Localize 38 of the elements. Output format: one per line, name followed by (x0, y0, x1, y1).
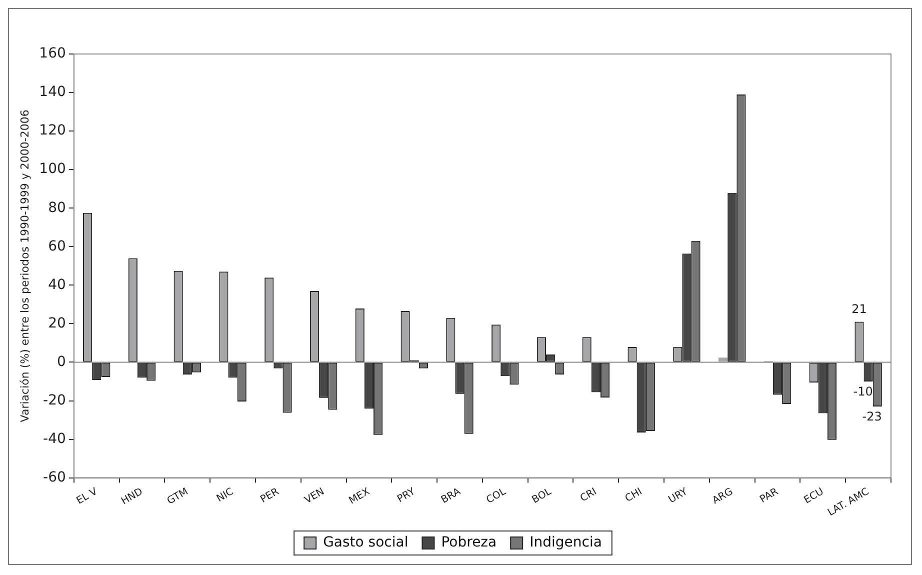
y-tick-label: 140 (39, 84, 66, 100)
x-tick-label: PAR (758, 486, 780, 506)
x-tick-label: URY (666, 486, 690, 506)
y-tick-label: 100 (39, 161, 66, 178)
bar (718, 358, 728, 362)
y-axis-title: Variación (%) entre los periodos 1990-1999 y 2000-2006 (18, 110, 32, 422)
x-tick-label: HND (120, 486, 146, 508)
legend-label: Gasto social (323, 534, 408, 551)
x-tick-label: ECU (802, 486, 826, 506)
y-tick-label: 120 (39, 122, 66, 139)
y-tick-label: 20 (48, 315, 66, 332)
x-tick-label: EL V (74, 486, 100, 507)
y-tick-label: 40 (48, 276, 66, 293)
y-tick-label: 80 (48, 200, 66, 216)
y-tick-label: -40 (43, 430, 66, 447)
x-tick-label: CHI (624, 486, 644, 505)
y-tick-label: -60 (43, 469, 66, 486)
legend-label: Indigencia (530, 534, 602, 551)
y-tick-label: -20 (43, 392, 66, 408)
x-tick-label: PER (258, 486, 282, 506)
y-tick-label: 60 (48, 238, 66, 254)
x-tick-label: ARG (710, 486, 735, 507)
y-tick-label: 160 (39, 46, 66, 62)
x-tick-label: NIC (215, 486, 236, 505)
x-tick-label: BOL (530, 486, 554, 506)
x-tick-label: CRI (578, 486, 599, 504)
data-label: -23 (862, 410, 882, 424)
x-tick-label: GTM (166, 486, 190, 507)
legend-label: Pobreza (441, 534, 497, 551)
y-tick-label: 0 (57, 354, 66, 370)
x-tick-label: LAT. AMC (826, 486, 872, 519)
data-label: -10 (853, 384, 873, 399)
data-label: 21 (852, 302, 867, 316)
x-tick-label: PRY (396, 486, 418, 506)
x-tick-label: BRA (440, 486, 463, 506)
x-tick-label: MEX (347, 486, 372, 507)
x-tick-label: COL (484, 486, 508, 506)
x-tick-label: VEN (303, 486, 326, 506)
